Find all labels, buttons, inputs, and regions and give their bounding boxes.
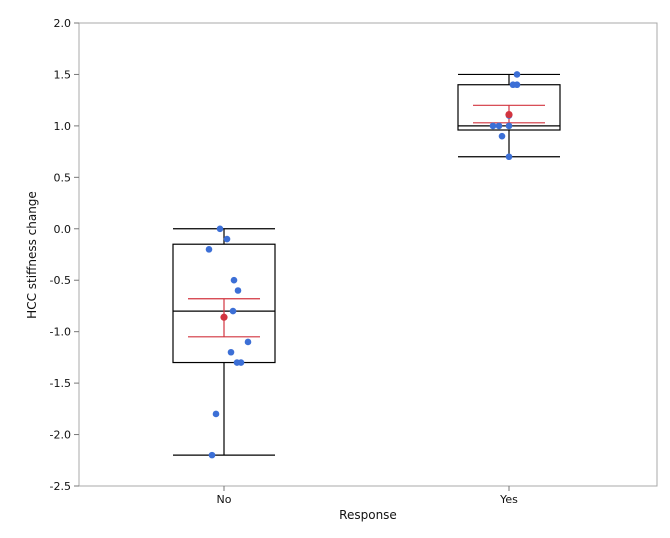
data-point — [212, 410, 220, 418]
y-tick-label: -2.5 — [50, 480, 71, 493]
y-tick-label: -0.5 — [50, 274, 71, 287]
data-point — [505, 153, 513, 161]
box-group-yes — [457, 71, 561, 161]
x-axis-ticks: No Yes — [217, 486, 518, 506]
y-tick-label: 0.0 — [54, 223, 72, 236]
iqr-box — [457, 84, 561, 131]
y-tick-label: 2.0 — [54, 17, 72, 30]
data-point — [216, 225, 224, 233]
data-point — [229, 307, 237, 315]
data-point — [513, 71, 521, 78]
mean-point — [220, 313, 228, 321]
box-group-no — [172, 225, 276, 459]
data-point — [489, 122, 497, 130]
y-tick-label: 1.0 — [54, 120, 72, 133]
y-axis-title: HCC stiffness change — [25, 191, 39, 319]
data-point — [205, 246, 213, 253]
data-point — [244, 338, 252, 346]
y-tick-label: -1.0 — [50, 326, 71, 339]
data-point — [513, 81, 521, 89]
data-point — [208, 451, 216, 459]
x-tick-label-yes: Yes — [499, 493, 518, 506]
data-point — [234, 287, 242, 294]
data-point — [223, 235, 231, 243]
y-tick-label: 0.5 — [54, 171, 72, 184]
data-point — [227, 348, 235, 356]
y-axis-ticks: 2.0 1.5 1.0 0.5 0.0 -0.5 -1.0 -1.5 -2.0 -2.5 — [50, 17, 79, 493]
data-point — [237, 359, 245, 366]
y-tick-label: -1.5 — [50, 377, 71, 390]
y-tick-label: 1.5 — [54, 68, 72, 81]
iqr-box — [172, 243, 276, 364]
data-point — [495, 122, 503, 130]
x-tick-label-no: No — [217, 493, 232, 506]
plot-frame — [78, 22, 658, 487]
box-groups — [172, 71, 561, 459]
y-tick-label: -2.0 — [50, 429, 71, 442]
x-axis-title: Response — [339, 508, 397, 522]
data-point — [230, 276, 238, 284]
data-point — [498, 132, 506, 140]
mean-point — [505, 110, 513, 119]
data-point — [505, 122, 513, 130]
